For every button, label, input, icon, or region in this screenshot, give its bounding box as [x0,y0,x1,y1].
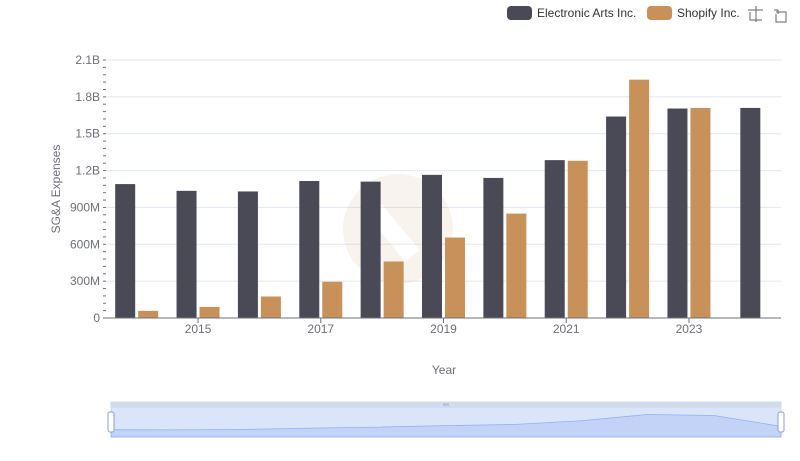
bar-electronic-arts-2023[interactable] [667,108,688,319]
x-tick-label: 2019 [430,322,457,336]
bar-shopify-2018[interactable] [383,261,404,318]
bar-electronic-arts-2019[interactable] [422,174,442,318]
data-zoom-slider[interactable] [107,401,785,438]
y-tick-label: 0 [93,311,100,325]
y-tick-label: 300M [70,274,100,288]
legend[interactable]: Electronic Arts Inc. Shopify Inc. [507,6,740,20]
bar-shopify-2020[interactable] [506,213,527,318]
slider-grip[interactable] [443,403,449,406]
bar-shopify-2022[interactable] [629,79,650,319]
bar-shopify-2014[interactable] [138,310,159,318]
slider-selection [111,408,781,437]
x-tick-label: 2021 [553,322,580,336]
y-tick-label: 2.1B [75,53,100,67]
bar-electronic-arts-2024[interactable] [740,107,761,319]
bar-shopify-2019[interactable] [445,237,465,318]
legend-label: Shopify Inc. [677,6,740,20]
y-tick-label: 1.2B [75,164,100,178]
bar-electronic-arts-2018[interactable] [360,181,381,318]
x-tick-label: 2015 [185,322,212,336]
y-tick-label: 1.8B [75,90,100,104]
zoom-icon[interactable] [748,6,763,22]
bar-shopify-2023[interactable] [690,107,711,319]
bars [115,79,761,319]
bar-electronic-arts-2016[interactable] [237,191,258,318]
x-tick-label: 2023 [676,322,703,336]
bar-shopify-2017[interactable] [322,281,343,318]
axes: 0 300M 600M 900M 1.2B 1.5B 1.8B 2.1B 2015 2017 201… [70,53,781,336]
bar-electronic-arts-2022[interactable] [606,116,627,318]
legend-item-shopify[interactable]: Shopify Inc. [647,6,740,20]
legend-swatch [507,6,532,20]
bar-shopify-2016[interactable] [260,296,281,319]
y-axis-title: SG&A Expenses [49,145,63,234]
grid-lines [106,59,781,282]
x-axis-title: Year [432,363,456,377]
bar-shopify-2015[interactable] [199,306,220,318]
bar-electronic-arts-2015[interactable] [176,190,197,318]
y-tick-label: 1.5B [75,127,100,141]
bar-electronic-arts-2014[interactable] [115,184,136,318]
y-tick-label: 600M [70,237,100,251]
x-tick-label: 2017 [307,322,334,336]
legend-item-electronic-arts[interactable]: Electronic Arts Inc. [507,6,636,20]
y-tick-label: 900M [70,200,100,214]
bar-shopify-2021[interactable] [567,160,588,318]
bar-electronic-arts-2020[interactable] [483,177,504,318]
legend-swatch [647,6,672,20]
restore-icon[interactable] [774,9,787,23]
bar-electronic-arts-2021[interactable] [544,160,565,318]
legend-label: Electronic Arts Inc. [537,6,636,20]
slider-preview-area [110,414,782,438]
slider-handle-right[interactable] [777,411,785,433]
bar-electronic-arts-2017[interactable] [299,181,320,318]
slider-handle-left[interactable] [107,411,115,433]
